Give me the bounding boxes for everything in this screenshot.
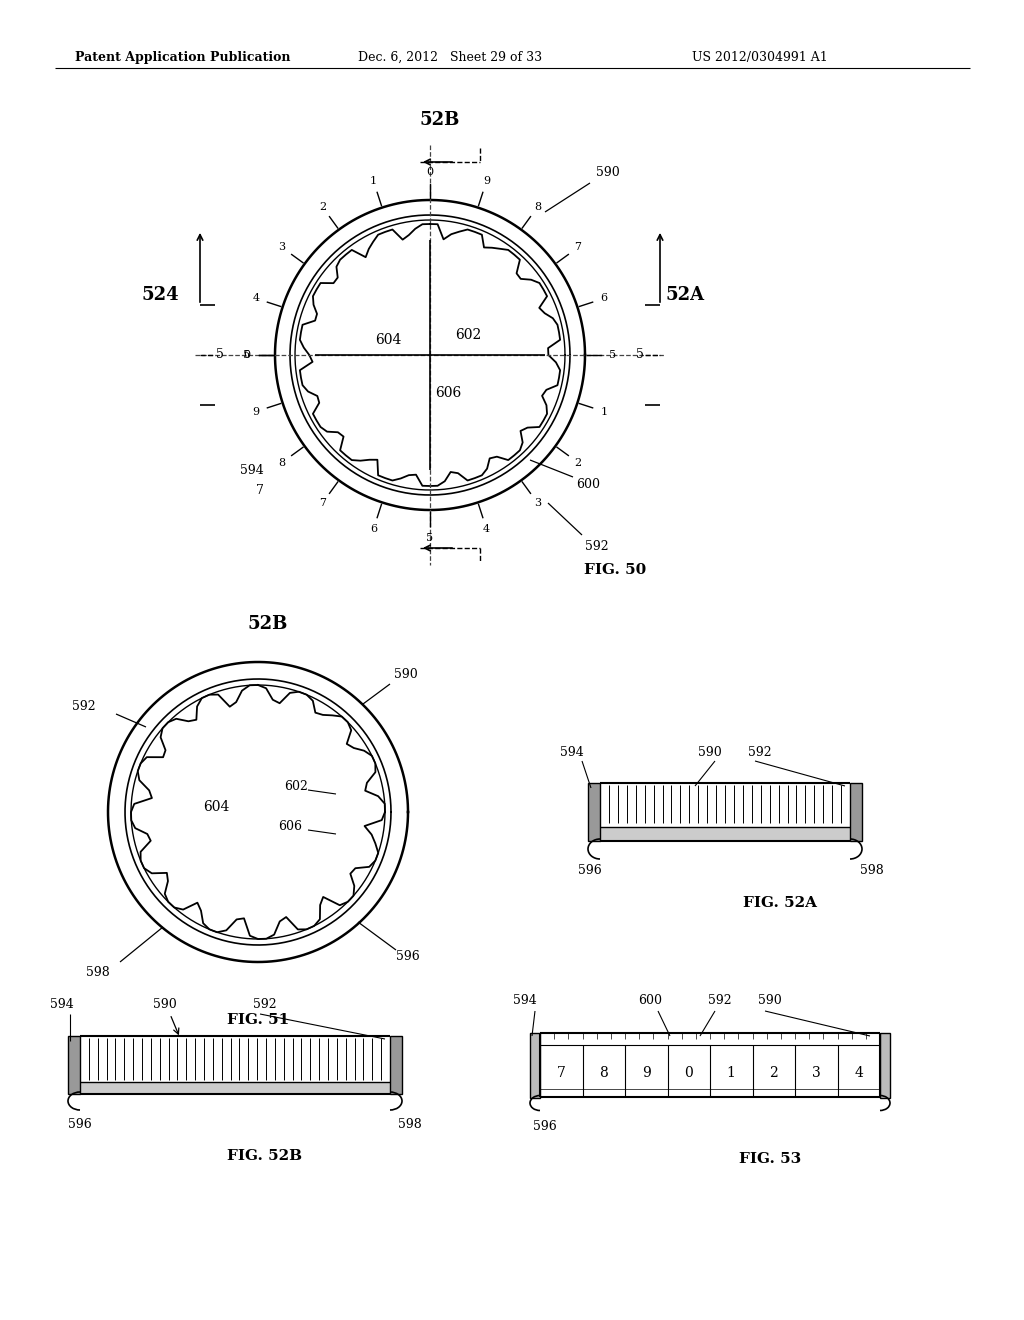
Text: 592: 592 [585, 540, 609, 553]
Bar [600, 828, 850, 841]
Text: 9: 9 [483, 176, 490, 186]
Bar [588, 783, 600, 841]
Bar [850, 783, 862, 841]
Text: 9: 9 [642, 1067, 650, 1080]
Text: 4: 4 [252, 293, 259, 304]
Text: 594: 594 [513, 994, 537, 1007]
Text: 524: 524 [141, 286, 179, 304]
Text: 592: 592 [73, 701, 96, 714]
Text: 5: 5 [216, 348, 224, 362]
Text: 1: 1 [727, 1067, 735, 1080]
Text: 7: 7 [557, 1067, 565, 1080]
Text: 590: 590 [698, 747, 722, 759]
Text: 590: 590 [596, 166, 620, 180]
Text: 2: 2 [574, 458, 582, 467]
Text: 606: 606 [435, 385, 461, 400]
Text: 596: 596 [396, 950, 420, 964]
Text: 3: 3 [279, 243, 286, 252]
Text: US 2012/0304991 A1: US 2012/0304991 A1 [692, 50, 827, 63]
Bar [390, 1036, 402, 1094]
Text: 596: 596 [534, 1121, 557, 1134]
Text: Dec. 6, 2012   Sheet 29 of 33: Dec. 6, 2012 Sheet 29 of 33 [358, 50, 542, 63]
Text: 598: 598 [860, 865, 884, 878]
Text: 1: 1 [600, 407, 607, 417]
Text: 604: 604 [203, 800, 229, 814]
Text: 596: 596 [69, 1118, 92, 1130]
Text: 8: 8 [279, 458, 286, 467]
Text: 590: 590 [758, 994, 782, 1007]
Text: FIG. 50: FIG. 50 [584, 564, 646, 577]
Text: 5: 5 [636, 348, 644, 362]
Text: 6: 6 [370, 524, 377, 535]
Text: 52A: 52A [666, 286, 705, 304]
Text: 592: 592 [253, 998, 276, 1011]
Text: 592: 592 [749, 747, 772, 759]
Bar [68, 1036, 80, 1094]
Text: 0: 0 [244, 350, 251, 360]
Text: 600: 600 [575, 479, 600, 491]
Text: 7: 7 [574, 243, 582, 252]
Text: 0: 0 [684, 1067, 693, 1080]
Text: 590: 590 [394, 668, 418, 681]
Text: FIG. 51: FIG. 51 [227, 1012, 289, 1027]
Text: 600: 600 [638, 994, 662, 1007]
Text: 604: 604 [375, 333, 401, 347]
Text: 6: 6 [600, 293, 607, 304]
Text: 7: 7 [256, 483, 264, 496]
Text: 4: 4 [483, 524, 490, 535]
Bar [80, 1082, 390, 1094]
Text: 5: 5 [426, 533, 433, 543]
Text: Patent Application Publication: Patent Application Publication [75, 50, 291, 63]
Text: 594: 594 [50, 998, 74, 1011]
Bar [530, 1034, 540, 1098]
Text: 8: 8 [534, 202, 541, 213]
Text: 3: 3 [812, 1067, 820, 1080]
Text: 4: 4 [854, 1067, 863, 1080]
Text: 52B: 52B [420, 111, 460, 129]
Text: 2: 2 [318, 202, 326, 213]
Text: 5: 5 [244, 350, 251, 360]
Text: 602: 602 [284, 780, 308, 793]
Text: 2: 2 [769, 1067, 778, 1080]
Text: 9: 9 [252, 407, 259, 417]
Text: 590: 590 [154, 998, 177, 1011]
Text: 52B: 52B [248, 615, 288, 634]
Text: 5: 5 [609, 350, 616, 360]
Text: 0: 0 [426, 168, 433, 177]
Text: 606: 606 [278, 821, 302, 833]
Text: 602: 602 [455, 327, 481, 342]
Bar [880, 1034, 890, 1098]
Text: FIG. 52B: FIG. 52B [227, 1148, 302, 1163]
Text: 594: 594 [560, 747, 584, 759]
Text: 8: 8 [599, 1067, 608, 1080]
Text: FIG. 52A: FIG. 52A [743, 896, 817, 909]
Text: 598: 598 [86, 965, 110, 978]
Text: FIG. 53: FIG. 53 [739, 1152, 801, 1166]
Text: 596: 596 [579, 865, 602, 878]
Text: 7: 7 [318, 498, 326, 508]
Text: 3: 3 [534, 498, 541, 508]
Text: 598: 598 [398, 1118, 422, 1130]
Text: 1: 1 [370, 176, 377, 186]
Text: 594: 594 [240, 463, 264, 477]
Text: 592: 592 [709, 994, 732, 1007]
